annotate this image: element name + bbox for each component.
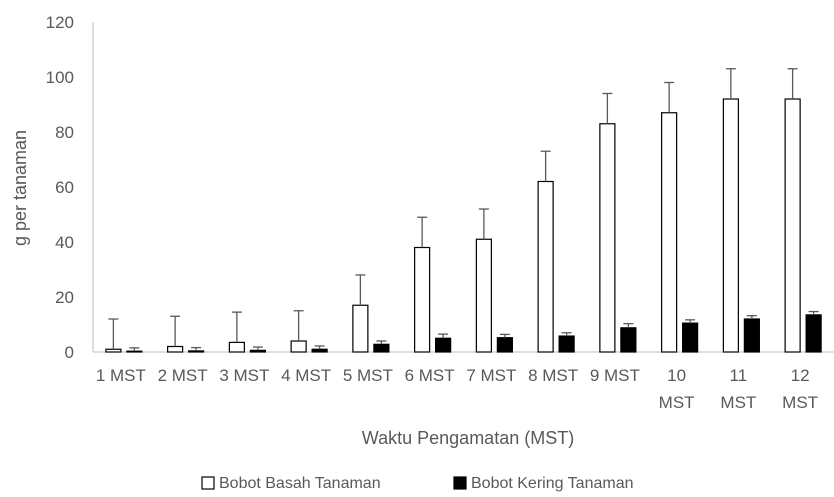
bar-basah: [228, 341, 245, 353]
legend-label-kering: Bobot Kering Tanaman: [471, 475, 633, 492]
bar-kering: [373, 343, 390, 353]
x-tick-label: 1 MST: [96, 366, 146, 385]
x-tick-label: 3 MST: [219, 366, 269, 385]
bar-basah: [352, 304, 369, 353]
x-tick-label: MST: [720, 393, 756, 412]
y-tick-label: 100: [46, 68, 74, 87]
bar-kering: [682, 322, 699, 353]
bar-kering: [249, 349, 266, 353]
bar-kering: [188, 350, 205, 353]
y-tick-label: 0: [65, 343, 74, 362]
bar-kering: [558, 335, 575, 353]
bar-basah: [105, 348, 122, 353]
bar-kering: [743, 318, 760, 353]
bar-kering: [311, 348, 328, 353]
bar-kering: [805, 314, 822, 353]
y-tick-label: 40: [55, 233, 74, 252]
x-tick-label: MST: [782, 393, 818, 412]
bar-basah: [661, 112, 678, 353]
legend-label-basah: Bobot Basah Tanaman: [219, 475, 381, 492]
y-axis-title: g per tanaman: [10, 130, 30, 246]
legend: Bobot Basah Tanaman Bobot Kering Tanaman: [201, 475, 633, 492]
x-tick-label: 9 MST: [590, 366, 640, 385]
x-tick-label: 2 MST: [158, 366, 208, 385]
y-axis-ticks: 0 20 40 60 80 100 120: [46, 13, 74, 362]
bar-basah: [475, 238, 492, 353]
bar-basah: [537, 180, 554, 353]
x-tick-label: 6 MST: [405, 366, 455, 385]
bar-basah: [290, 340, 307, 353]
bars-group: [105, 68, 822, 353]
y-tick-label: 80: [55, 123, 74, 142]
bar-basah: [414, 246, 431, 353]
bar-kering: [126, 350, 143, 353]
legend-swatch-basah: [201, 476, 215, 490]
legend-swatch-kering: [453, 476, 467, 490]
x-tick-label: 11: [730, 366, 748, 385]
x-tick-label: 8 MST: [528, 366, 578, 385]
bar-basah: [722, 98, 739, 353]
x-tick-label: 10: [667, 366, 686, 385]
x-tick-label: 12: [791, 366, 810, 385]
bar-kering: [496, 337, 513, 353]
bar-basah: [167, 345, 184, 353]
bar-basah: [784, 98, 801, 353]
x-axis-ticks: 1 MST 2 MST 3 MST 4 MST 5 MST 6 MST 7 MST 8 MST…: [96, 366, 818, 412]
y-tick-label: 60: [55, 178, 74, 197]
x-tick-label: 4 MST: [281, 366, 331, 385]
bar-kering: [435, 337, 452, 353]
x-tick-label: MST: [659, 393, 695, 412]
bar-kering: [620, 327, 637, 353]
bar-basah: [599, 123, 616, 353]
x-axis-title: Waktu Pengamatan (MST): [362, 428, 574, 448]
y-tick-label: 120: [46, 13, 74, 32]
x-tick-label: 5 MST: [343, 366, 393, 385]
x-tick-label: 7 MST: [466, 366, 516, 385]
y-tick-label: 20: [55, 288, 74, 307]
